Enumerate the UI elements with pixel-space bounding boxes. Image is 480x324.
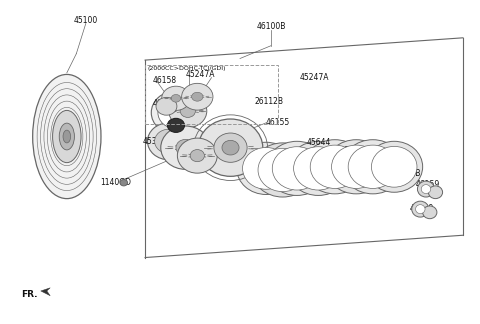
Text: 45100: 45100 (74, 16, 98, 25)
Ellipse shape (180, 105, 195, 117)
Ellipse shape (372, 146, 417, 187)
Ellipse shape (418, 181, 434, 197)
Ellipse shape (366, 141, 423, 192)
Text: 45311B: 45311B (143, 137, 172, 146)
Ellipse shape (332, 145, 381, 189)
Ellipse shape (53, 110, 81, 163)
Ellipse shape (423, 206, 437, 219)
Ellipse shape (242, 147, 289, 189)
Text: 46111A: 46111A (162, 146, 191, 155)
Text: 45527A: 45527A (273, 180, 303, 189)
Text: 46158: 46158 (152, 76, 176, 85)
Ellipse shape (304, 140, 366, 194)
Ellipse shape (288, 141, 349, 195)
Text: 46159: 46159 (410, 204, 434, 213)
Ellipse shape (171, 95, 180, 102)
Ellipse shape (382, 144, 393, 190)
Ellipse shape (266, 141, 328, 195)
Text: 1140GD: 1140GD (100, 178, 131, 187)
Text: 45247A: 45247A (185, 70, 215, 79)
Ellipse shape (190, 150, 204, 162)
Ellipse shape (421, 185, 431, 193)
Ellipse shape (325, 140, 387, 194)
Ellipse shape (168, 118, 184, 133)
Ellipse shape (342, 140, 404, 194)
Polygon shape (41, 288, 50, 296)
Ellipse shape (59, 123, 74, 150)
Ellipse shape (155, 129, 183, 153)
Ellipse shape (178, 138, 217, 173)
Ellipse shape (161, 126, 210, 169)
Ellipse shape (258, 148, 307, 191)
Ellipse shape (162, 86, 190, 110)
Ellipse shape (63, 130, 71, 143)
Text: 45247A: 45247A (300, 73, 329, 82)
Ellipse shape (33, 75, 101, 199)
Ellipse shape (169, 95, 207, 128)
Text: 46155: 46155 (266, 118, 290, 127)
Ellipse shape (176, 139, 195, 156)
Text: (2000CC>DOHC-TCI/GDI): (2000CC>DOHC-TCI/GDI) (147, 66, 226, 72)
Ellipse shape (416, 205, 425, 214)
Text: 46131: 46131 (152, 98, 176, 108)
Ellipse shape (412, 201, 429, 217)
Text: 45643C: 45643C (254, 169, 284, 178)
Ellipse shape (343, 143, 355, 191)
Ellipse shape (214, 133, 247, 162)
Text: 26112B: 26112B (254, 97, 283, 106)
Ellipse shape (305, 144, 317, 193)
Ellipse shape (294, 147, 343, 190)
Ellipse shape (237, 142, 296, 194)
Text: 46100B: 46100B (256, 22, 286, 31)
Text: 45681: 45681 (335, 146, 359, 155)
Text: 45644: 45644 (306, 138, 331, 147)
Text: FR.: FR. (21, 290, 37, 299)
Ellipse shape (310, 145, 360, 189)
Ellipse shape (158, 97, 194, 129)
Ellipse shape (120, 179, 128, 186)
Ellipse shape (147, 123, 190, 160)
Ellipse shape (198, 119, 263, 176)
Ellipse shape (249, 141, 260, 189)
Text: 45651B: 45651B (392, 169, 421, 178)
Ellipse shape (181, 83, 213, 110)
Ellipse shape (192, 92, 203, 101)
Ellipse shape (272, 147, 322, 190)
Text: 45577A: 45577A (363, 157, 393, 167)
Ellipse shape (252, 143, 313, 197)
Ellipse shape (428, 186, 443, 199)
Ellipse shape (156, 97, 177, 115)
Ellipse shape (348, 145, 397, 189)
Text: 46159: 46159 (416, 180, 440, 189)
Ellipse shape (222, 140, 239, 155)
Ellipse shape (151, 91, 201, 134)
Text: 26112B: 26112B (176, 161, 205, 170)
